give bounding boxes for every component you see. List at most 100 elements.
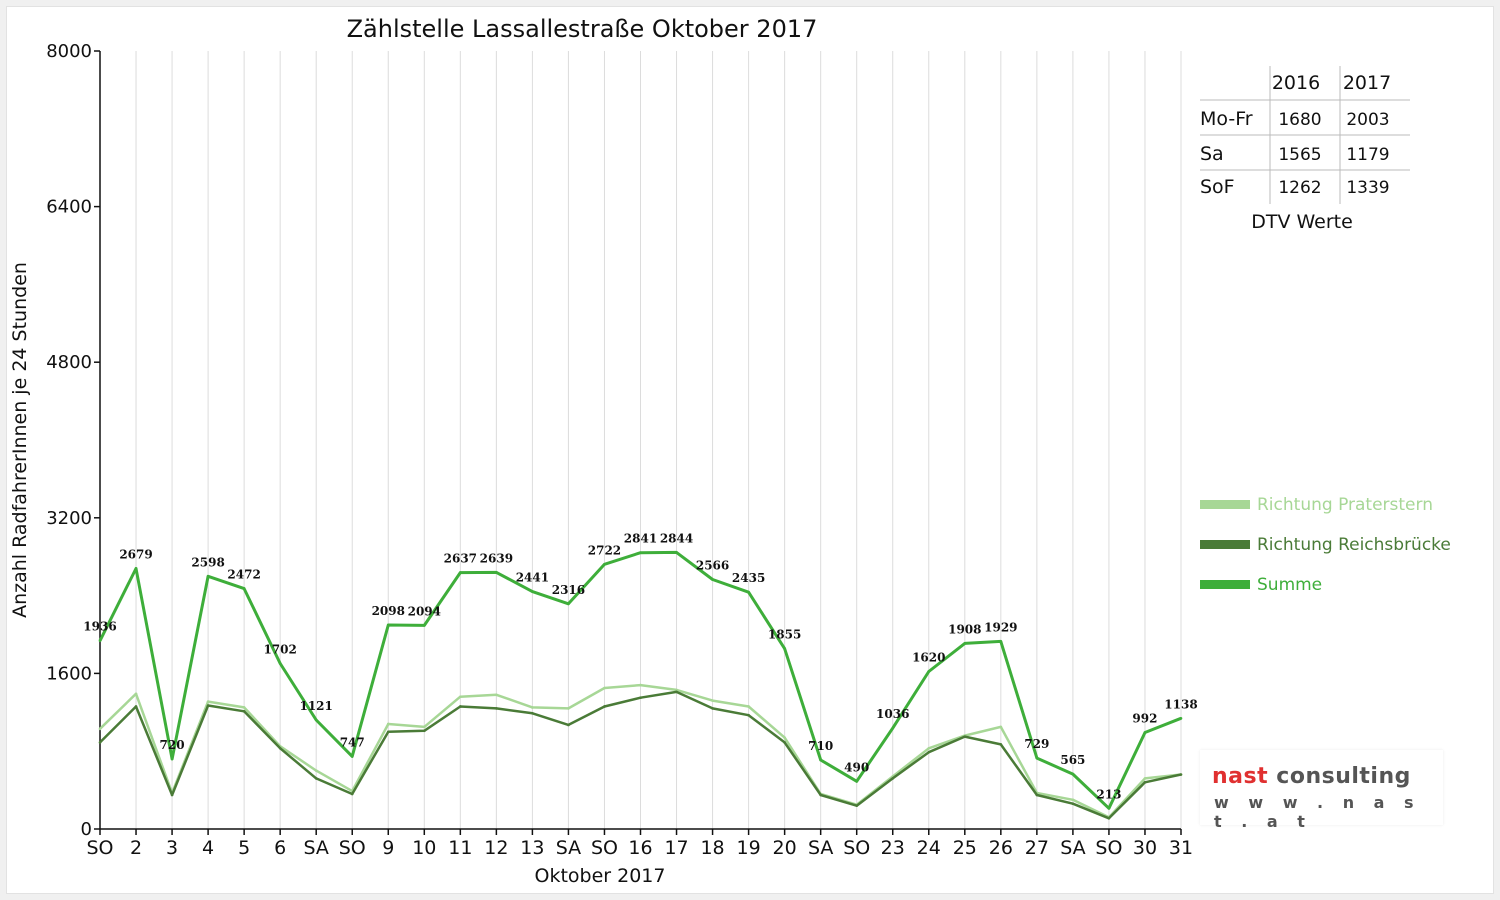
data-point	[603, 705, 606, 708]
data-label: 2472	[227, 568, 260, 582]
logo-url: w w w . n a s t . a t	[1214, 793, 1421, 831]
x-tick-label: 19	[737, 837, 761, 859]
x-axis-label: Oktober 2017	[535, 865, 666, 887]
data-point	[891, 777, 895, 780]
data-point	[386, 730, 390, 734]
x-tick-label: 9	[382, 837, 394, 859]
data-point	[927, 670, 931, 673]
data-label: 1908	[948, 622, 981, 636]
data-point	[999, 640, 1003, 643]
logo-part-nast: nast	[1212, 764, 1269, 789]
dtv-cell: 1680	[1278, 110, 1321, 130]
data-point	[531, 706, 534, 709]
y-tick-label: 3200	[46, 508, 92, 529]
dtv-row-label: SoF	[1200, 176, 1235, 198]
data-label: 1121	[299, 699, 332, 713]
data-point	[819, 793, 822, 797]
data-point	[1107, 806, 1111, 810]
data-point	[350, 792, 354, 796]
data-point	[206, 575, 210, 578]
dtv-header-2016: 2016	[1272, 72, 1320, 94]
x-tick-label: 16	[628, 837, 652, 859]
x-tick-label: SA	[303, 837, 328, 859]
data-point	[1107, 817, 1111, 820]
data-point	[495, 707, 498, 710]
data-label: 747	[340, 735, 365, 749]
x-tick-label: 27	[1025, 837, 1049, 859]
data-label: 2679	[119, 547, 152, 561]
data-point	[855, 780, 858, 783]
company-logo: nast consulting w w w . n a s t . a t	[1200, 750, 1443, 831]
x-tick-label: 5	[238, 837, 250, 859]
data-point	[1179, 773, 1183, 776]
data-point	[1035, 793, 1039, 797]
data-point	[134, 567, 138, 570]
data-point	[495, 571, 498, 574]
data-point	[711, 699, 714, 702]
data-point	[711, 578, 714, 581]
x-tick-label: 11	[448, 837, 472, 859]
legend-item-label: Richtung Praterstern	[1257, 495, 1433, 515]
y-tick-label: 4800	[46, 352, 92, 373]
data-point	[639, 696, 642, 700]
x-tick-label: 26	[989, 837, 1013, 859]
y-tick-label: 0	[81, 819, 92, 840]
data-point	[350, 755, 354, 758]
dtv-table: 2016 2017 Mo-Fr 1680 2003 Sa 1565 1179 S…	[1200, 66, 1410, 233]
legend-item-label: Summe	[1257, 575, 1322, 595]
data-point	[999, 743, 1003, 746]
y-axis-label: Anzahl RadfahrerInnen je 24 Stunden	[9, 262, 31, 618]
data-label: 1936	[83, 620, 116, 634]
data-label: 565	[1060, 753, 1085, 767]
dtv-header-2017: 2017	[1343, 72, 1391, 94]
data-point	[675, 551, 678, 554]
dtv-row-label: Mo-Fr	[1200, 108, 1253, 130]
data-point	[675, 688, 678, 692]
data-point	[459, 695, 462, 699]
data-point	[1143, 731, 1147, 734]
data-point	[459, 571, 462, 574]
x-tick-label: SA	[808, 837, 833, 859]
x-tick-label: 2	[130, 837, 142, 859]
dtv-cell: 1565	[1278, 145, 1321, 165]
dtv-row-label: Sa	[1200, 143, 1224, 165]
dtv-cell: 1262	[1278, 178, 1321, 198]
legend-item-label: Richtung Reichsbrücke	[1257, 535, 1451, 555]
x-tick-label: 3	[166, 837, 178, 859]
data-point	[423, 729, 426, 733]
data-point	[1143, 781, 1147, 784]
data-point	[531, 711, 534, 715]
data-label: 1138	[1164, 697, 1197, 711]
data-point	[1035, 756, 1039, 760]
data-point	[170, 757, 174, 761]
data-label: 992	[1132, 712, 1157, 726]
x-tick-label: 25	[953, 837, 977, 859]
data-point	[747, 713, 750, 717]
data-point	[603, 686, 606, 690]
data-label: 729	[1024, 737, 1049, 751]
data-point	[278, 746, 282, 750]
data-point	[639, 683, 642, 687]
x-tick-label: 20	[773, 837, 797, 859]
data-point	[567, 723, 570, 727]
x-tick-label: SO	[1095, 837, 1122, 859]
data-point	[855, 804, 858, 807]
series-lines	[98, 550, 1183, 820]
x-tick-label: 17	[664, 837, 688, 859]
x-tick-label: 18	[700, 837, 724, 859]
logo-wordmark: nast consulting	[1212, 764, 1411, 789]
data-label: 1702	[263, 642, 296, 656]
data-point	[675, 690, 678, 694]
data-point	[98, 727, 102, 731]
x-tick-label: 4	[202, 837, 214, 859]
data-label: 2094	[408, 604, 441, 618]
data-label: 720	[160, 738, 185, 752]
data-point	[783, 736, 786, 739]
x-tick-label: 24	[917, 837, 941, 859]
data-point	[783, 647, 786, 650]
data-point	[747, 705, 750, 708]
data-label: 2435	[732, 571, 765, 585]
data-point	[98, 639, 102, 643]
data-label: 1929	[984, 620, 1017, 634]
